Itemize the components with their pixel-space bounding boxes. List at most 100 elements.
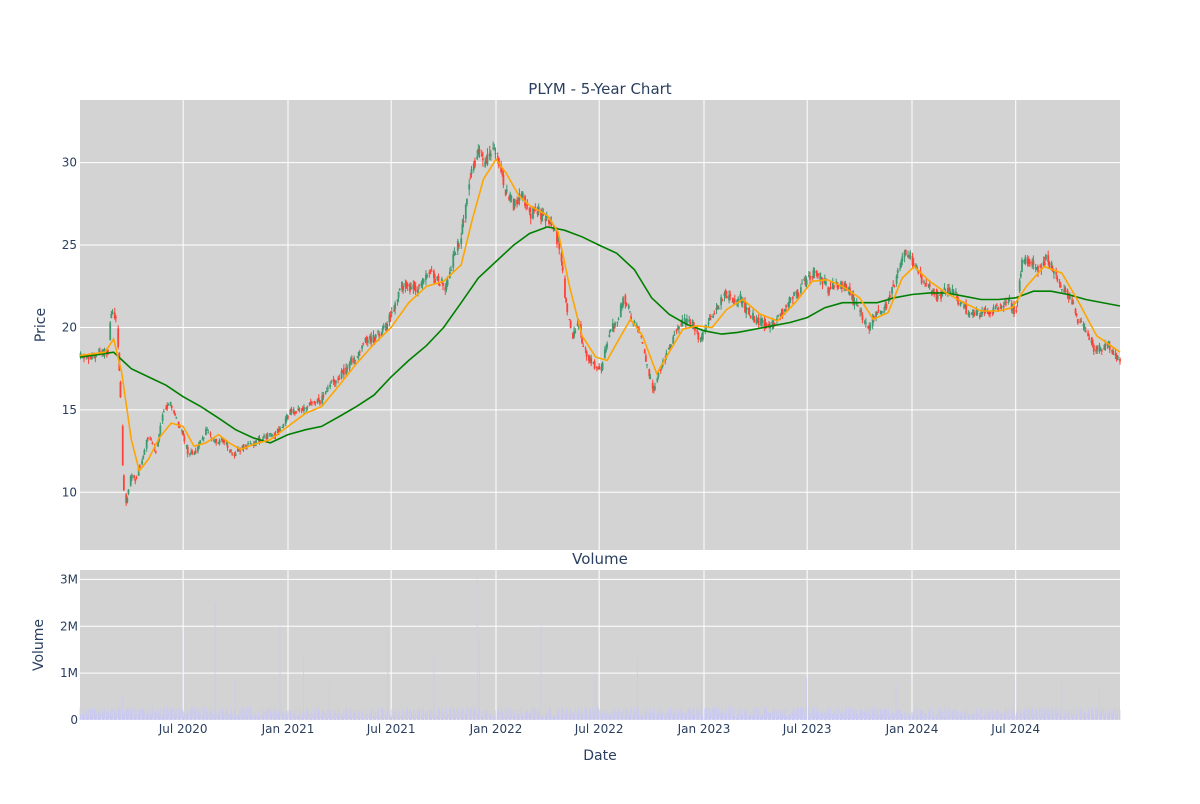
volume-bar bbox=[724, 715, 726, 720]
candle-up bbox=[900, 261, 903, 268]
volume-bar bbox=[660, 712, 662, 720]
volume-bar bbox=[550, 708, 552, 720]
volume-bar bbox=[323, 711, 325, 720]
candle-down bbox=[525, 204, 528, 206]
volume-bar bbox=[383, 706, 385, 720]
candle-down bbox=[115, 317, 117, 319]
candle-down bbox=[191, 451, 194, 455]
volume-bar bbox=[617, 710, 618, 720]
candle-down bbox=[925, 283, 928, 285]
candle-up bbox=[137, 468, 140, 476]
candle-up bbox=[813, 270, 816, 273]
volume-bar bbox=[374, 715, 375, 720]
volume-bar bbox=[299, 716, 301, 720]
volume-bar bbox=[925, 714, 927, 720]
volume-bar bbox=[646, 708, 648, 720]
candle-down bbox=[122, 475, 125, 491]
volume-bar bbox=[601, 709, 602, 720]
candle-down bbox=[314, 401, 317, 403]
volume-bar bbox=[864, 712, 866, 720]
volume-bar bbox=[988, 712, 990, 720]
candle-down bbox=[548, 219, 550, 224]
candle-down bbox=[341, 370, 344, 372]
volume-bar bbox=[322, 709, 324, 720]
volume-bar bbox=[572, 712, 574, 720]
volume-bar bbox=[813, 710, 814, 720]
candle-up bbox=[557, 238, 560, 242]
volume-bar bbox=[386, 707, 388, 720]
volume-bar bbox=[1104, 713, 1106, 720]
candle-up bbox=[954, 291, 957, 293]
candle-up bbox=[769, 326, 772, 328]
volume-bar bbox=[199, 709, 201, 720]
volume-bar bbox=[358, 710, 360, 720]
volume-bar bbox=[361, 709, 363, 720]
volume-bar bbox=[219, 707, 220, 720]
volume-bar bbox=[393, 711, 394, 720]
volume-bar bbox=[339, 715, 341, 720]
candle-up bbox=[1099, 347, 1102, 349]
volume-bar bbox=[446, 706, 447, 720]
candle-up bbox=[324, 392, 327, 394]
volume-bar bbox=[209, 709, 211, 720]
candle-up bbox=[417, 289, 419, 293]
volume-bar bbox=[804, 711, 806, 720]
volume-bar bbox=[246, 706, 248, 720]
volume-plot-area[interactable] bbox=[80, 570, 1120, 720]
volume-bar bbox=[134, 707, 136, 720]
volume-bar bbox=[518, 713, 520, 720]
volume-bar bbox=[648, 713, 650, 720]
volume-bar bbox=[303, 654, 304, 720]
volume-bar bbox=[1099, 687, 1100, 720]
volume-bar bbox=[271, 709, 272, 720]
volume-bar bbox=[818, 710, 819, 720]
candle-up bbox=[776, 318, 778, 320]
volume-bar bbox=[337, 706, 338, 720]
candle-down bbox=[438, 283, 441, 287]
candle-up bbox=[349, 359, 352, 363]
volume-bar bbox=[198, 711, 199, 720]
volume-bar bbox=[964, 712, 965, 720]
candle-down bbox=[652, 388, 655, 391]
volume-bar bbox=[668, 713, 670, 720]
volume-bar bbox=[1080, 707, 1082, 720]
volume-bar bbox=[650, 707, 651, 720]
volume-bar bbox=[181, 630, 183, 720]
volume-bar bbox=[832, 712, 834, 720]
candle-up bbox=[162, 411, 165, 413]
volume-bar bbox=[309, 716, 311, 720]
volume-bar bbox=[1112, 712, 1113, 720]
volume-bar bbox=[1112, 708, 1114, 720]
volume-bar bbox=[285, 714, 287, 720]
volume-bar bbox=[243, 706, 244, 720]
volume-bar bbox=[417, 708, 419, 720]
volume-bar bbox=[964, 711, 966, 720]
volume-bar bbox=[632, 714, 634, 720]
candle-down bbox=[528, 207, 531, 212]
volume-bar bbox=[145, 716, 147, 720]
volume-bar bbox=[590, 708, 591, 720]
volume-bar bbox=[592, 706, 594, 720]
volume-bar bbox=[182, 708, 183, 720]
candle-down bbox=[928, 283, 931, 287]
volume-bar bbox=[581, 708, 582, 720]
volume-bar bbox=[833, 714, 835, 720]
price-plot-area[interactable] bbox=[80, 100, 1120, 550]
volume-bar bbox=[548, 707, 550, 720]
candle-up bbox=[745, 307, 748, 314]
volume-bar bbox=[95, 709, 96, 720]
volume-bar bbox=[745, 707, 746, 720]
candle-up bbox=[477, 148, 480, 154]
volume-bar bbox=[1025, 707, 1027, 720]
volume-bar bbox=[598, 707, 599, 720]
volume-bar bbox=[529, 712, 530, 720]
volume-bar bbox=[415, 713, 416, 720]
volume-bar bbox=[1076, 713, 1078, 720]
volume-bar bbox=[530, 712, 532, 720]
volume-bar bbox=[238, 714, 240, 720]
volume-bar bbox=[333, 714, 334, 720]
volume-bar bbox=[1105, 708, 1107, 720]
volume-bar bbox=[502, 712, 504, 720]
volume-bar bbox=[275, 713, 276, 720]
volume-bar bbox=[1031, 708, 1033, 720]
